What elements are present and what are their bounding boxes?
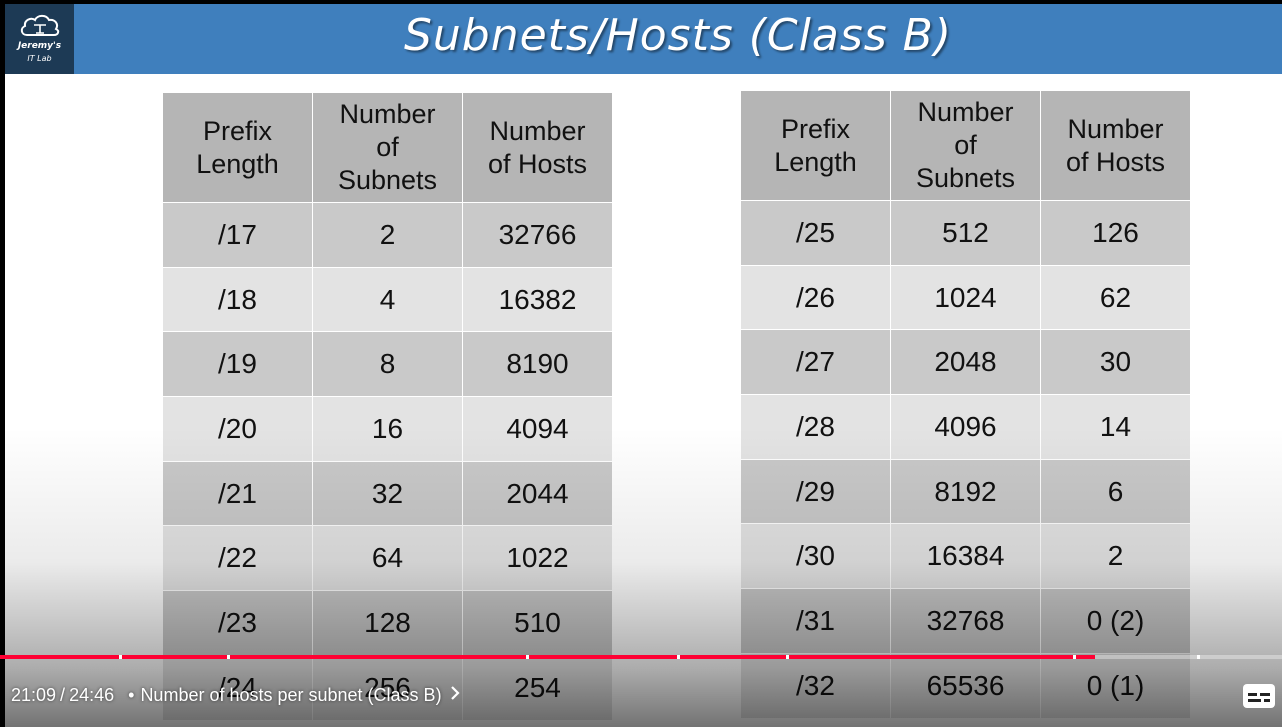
number-of-subnets-cell: 128 [312,590,463,656]
chapter-marker [1073,655,1077,659]
current-time: 21:09 [11,684,57,705]
number-of-subnets-cell: 32 [312,460,463,527]
header-prefix-length: Prefix Length [162,92,313,203]
chapter-separator-dot: • [128,684,135,705]
chapter-title-button[interactable]: Number of hosts per subnet (Class B) [140,684,442,705]
prefix-length-cell: /17 [162,202,313,268]
subnet-table-right: Prefix Length Number of Subnets Number of Ho… [740,90,1191,719]
chapter-marker [1197,655,1201,659]
table-row: /18 4 16382 [162,266,613,333]
number-of-hosts-cell: 30 [1040,329,1191,396]
prefix-length-cell: /26 [740,264,891,331]
table-row: /32 65536 0 (1) [740,652,1191,719]
number-of-hosts-cell: 6 [1040,458,1191,525]
chapter-marker [119,655,123,659]
number-of-subnets-cell: 4096 [890,394,1041,460]
subtitles-button[interactable] [1242,683,1276,709]
table-row: /17 2 32766 [162,202,613,268]
progress-bar[interactable] [0,655,1282,659]
duration: 24:46 [69,684,115,705]
prefix-length-cell: /32 [740,652,891,719]
number-of-hosts-cell: 254 [462,654,613,721]
subtitles-icon [1243,684,1275,708]
logo-text-line1: Jeremy's [17,41,62,51]
header-number-of-subnets: Number of Subnets [312,92,463,203]
prefix-length-cell: /18 [162,266,313,333]
table-row: /29 8192 6 [740,458,1191,525]
time-display: 21:09/24:46 • Number of hosts per subnet … [11,684,460,708]
chapter-marker [226,655,230,659]
number-of-hosts-cell: 2 [1040,523,1191,590]
number-of-hosts-cell: 510 [462,590,613,656]
prefix-length-cell: /25 [740,200,891,266]
number-of-hosts-cell: 4094 [462,396,613,462]
prefix-length-cell: /28 [740,394,891,460]
number-of-hosts-cell: 0 (2) [1040,588,1191,654]
number-of-hosts-cell: 2044 [462,460,613,527]
number-of-hosts-cell: 14 [1040,394,1191,460]
table-row: /26 1024 62 [740,264,1191,331]
number-of-hosts-cell: 8190 [462,331,613,398]
table-row: /23 128 510 [162,590,613,656]
number-of-subnets-cell: 16 [312,396,463,462]
prefix-length-cell: /27 [740,329,891,396]
table-row: /22 64 1022 [162,525,613,592]
number-of-subnets-cell: 2048 [890,329,1041,396]
number-of-subnets-cell: 1024 [890,264,1041,331]
number-of-subnets-cell: 65536 [890,652,1041,719]
chapter-marker [785,655,789,659]
number-of-hosts-cell: 0 (1) [1040,652,1191,719]
prefix-length-cell: /23 [162,590,313,656]
prefix-length-cell: /20 [162,396,313,462]
slide-title-bar: Jeremy's IT Lab Subnets/Hosts (Class B) [5,4,1282,74]
table-header-row: Prefix Length Number of Subnets Number of Ho… [162,92,613,203]
progress-played [0,655,1095,659]
table-header-row: Prefix Length Number of Subnets Number of Ho… [740,90,1191,201]
number-of-hosts-cell: 1022 [462,525,613,592]
prefix-length-cell: /21 [162,460,313,527]
header-number-of-subnets: Number of Subnets [890,90,1041,201]
number-of-subnets-cell: 16384 [890,523,1041,590]
prefix-length-cell: /19 [162,331,313,398]
number-of-subnets-cell: 512 [890,200,1041,266]
number-of-subnets-cell: 64 [312,525,463,592]
channel-logo: Jeremy's IT Lab [5,4,74,74]
logo-text-line2: IT Lab [27,54,52,63]
number-of-subnets-cell: 8192 [890,458,1041,525]
number-of-subnets-cell: 2 [312,202,463,268]
chapter-marker [676,655,680,659]
video-frame: Jeremy's IT Lab Subnets/Hosts (Class B) … [5,4,1282,727]
number-of-subnets-cell: 32768 [890,588,1041,654]
table-row: /28 4096 14 [740,394,1191,460]
chevron-right-icon[interactable] [450,685,460,706]
prefix-length-cell: /22 [162,525,313,592]
table-row: /30 16384 2 [740,523,1191,590]
table-row: /25 512 126 [740,200,1191,266]
cloud-logo-icon [20,14,60,36]
table-row: /20 16 4094 [162,396,613,462]
number-of-subnets-cell: 4 [312,266,463,333]
time-separator: / [60,684,66,705]
number-of-hosts-cell: 32766 [462,202,613,268]
number-of-hosts-cell: 16382 [462,266,613,333]
table-row: /27 2048 30 [740,329,1191,396]
prefix-length-cell: /30 [740,523,891,590]
chapter-marker [525,655,529,659]
table-row: /21 32 2044 [162,460,613,527]
number-of-hosts-cell: 62 [1040,264,1191,331]
header-number-of-hosts: Number of Hosts [1040,90,1191,201]
number-of-subnets-cell: 8 [312,331,463,398]
number-of-hosts-cell: 126 [1040,200,1191,266]
subnet-table-left: Prefix Length Number of Subnets Number of Ho… [162,92,613,721]
table-row: /31 32768 0 (2) [740,588,1191,654]
prefix-length-cell: /29 [740,458,891,525]
table-row: /19 8 8190 [162,331,613,398]
header-prefix-length: Prefix Length [740,90,891,201]
header-number-of-hosts: Number of Hosts [462,92,613,203]
prefix-length-cell: /31 [740,588,891,654]
slide-title: Subnets/Hosts (Class B) [403,10,953,61]
